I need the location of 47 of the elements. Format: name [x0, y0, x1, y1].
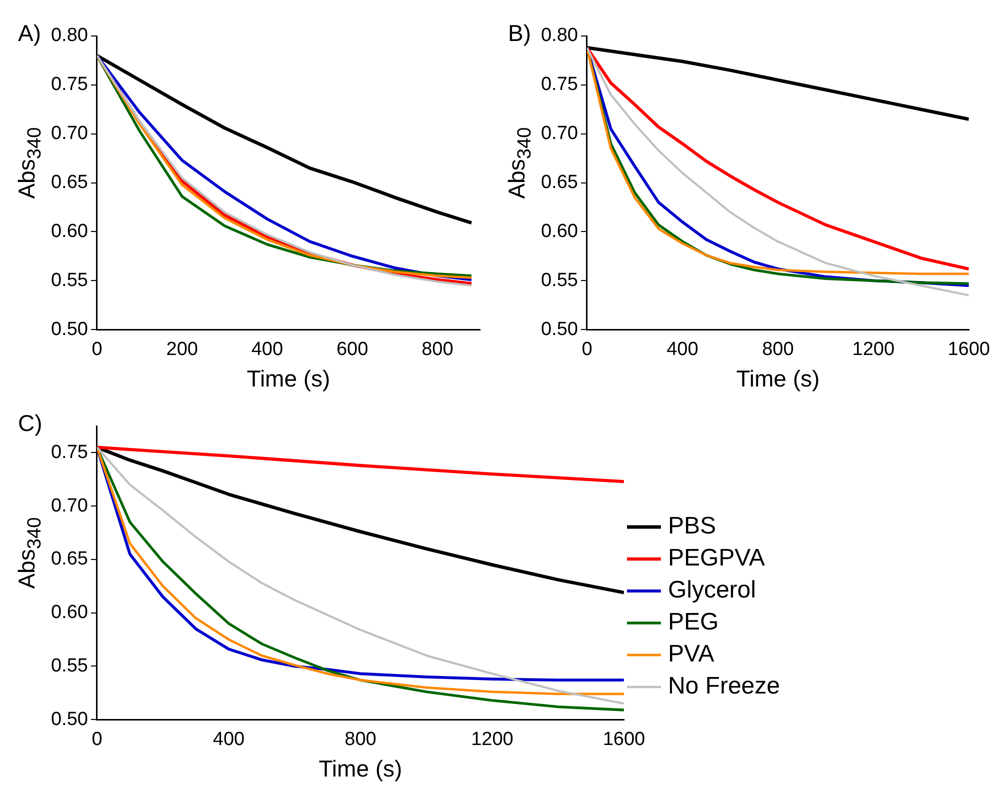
chart-title: B)	[508, 20, 531, 47]
y-tick-label: 0.70	[50, 495, 88, 516]
legend-label: PEG	[668, 608, 719, 636]
y-tick-label: 0.50	[50, 708, 88, 730]
x-tick-label: 400	[251, 339, 284, 360]
chart-title: C)	[18, 410, 42, 437]
y-tick-label: 0.80	[50, 25, 88, 46]
y-tick-label: 0.75	[50, 74, 88, 96]
x-tick-label: 1200	[471, 729, 514, 750]
y-tick-label: 0.50	[540, 318, 578, 340]
x-tick-label: 400	[666, 339, 698, 360]
y-tick-label: 0.65	[50, 172, 88, 194]
x-tick-label: 800	[344, 729, 376, 750]
y-tick-label: 0.60	[50, 220, 88, 242]
y-tick-label: 0.60	[540, 220, 578, 242]
y-tick-label: 0.55	[540, 270, 578, 291]
y-tick-label: 0.60	[50, 602, 88, 624]
y-tick-label: 0.70	[540, 123, 578, 144]
y-tick-label: 0.75	[50, 442, 88, 463]
x-axis-title: Time (s)	[318, 756, 402, 782]
chart-title: A)	[18, 20, 41, 47]
y-tick-label: 0.55	[50, 270, 88, 291]
y-tick-label: 0.70	[50, 123, 88, 144]
y-tick-label: 0.75	[540, 74, 578, 96]
y-tick-label: 0.50	[50, 318, 88, 340]
legend-label: PEGPVA	[668, 544, 765, 572]
x-tick-label: 1600	[602, 729, 646, 750]
x-tick-label: 600	[336, 339, 368, 360]
legend-label: PVA	[668, 640, 714, 668]
y-tick-label: 0.65	[540, 172, 578, 194]
x-tick-label: 0	[582, 339, 592, 360]
x-tick-label: 800	[762, 339, 794, 360]
x-axis-title: Time (s)	[736, 366, 820, 392]
y-tick-label: 0.80	[540, 25, 578, 46]
y-tick-label: 0.65	[50, 548, 88, 570]
x-tick-label: 400	[212, 729, 245, 750]
x-tick-label: 800	[422, 339, 454, 360]
x-axis-title: Time (s)	[246, 366, 330, 392]
y-tick-label: 0.55	[50, 655, 88, 676]
x-tick-label: 200	[166, 339, 198, 360]
x-tick-label: 1600	[948, 339, 990, 360]
x-tick-label: 0	[92, 339, 102, 360]
legend-label: PBS	[668, 512, 716, 540]
legend-label: Glycerol	[668, 576, 756, 604]
legend-label: No Freeze	[668, 672, 780, 700]
x-tick-label: 1200	[852, 339, 895, 360]
x-tick-label: 0	[92, 729, 102, 750]
